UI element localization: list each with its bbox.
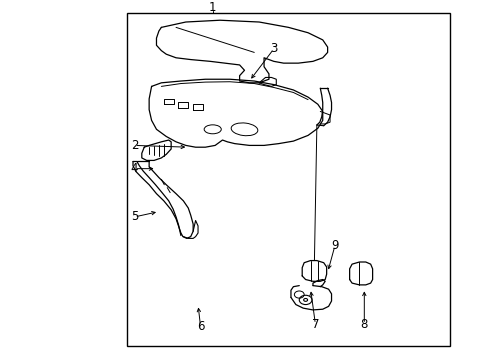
Text: 6: 6 — [196, 320, 204, 333]
Text: 3: 3 — [269, 42, 277, 55]
Text: 8: 8 — [360, 318, 367, 331]
Text: 5: 5 — [130, 211, 138, 224]
Text: 9: 9 — [330, 239, 338, 252]
Text: 4: 4 — [130, 162, 138, 175]
Bar — [127, 13, 449, 346]
Text: 7: 7 — [311, 318, 319, 331]
Text: 1: 1 — [208, 1, 216, 14]
Text: 2: 2 — [130, 139, 138, 152]
